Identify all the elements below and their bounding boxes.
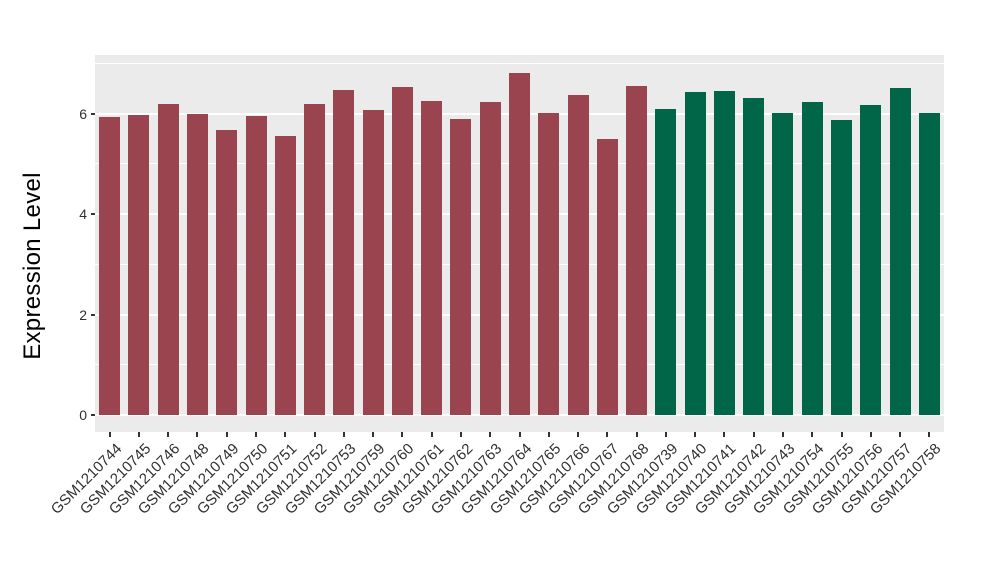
x-axis-tick [313,432,316,437]
y-tick-label: 6 [79,105,87,122]
x-axis-tick [489,432,492,437]
x-axis-tick [577,432,580,437]
y-tick-label: 2 [79,306,87,323]
x-axis-tick [840,432,843,437]
x-axis-tick [869,432,872,437]
bar [362,109,384,415]
x-axis-tick [108,432,111,437]
x-axis-tick [694,432,697,437]
bar [655,108,677,415]
bar [860,104,882,415]
bar [596,139,618,415]
x-axis-tick [752,432,755,437]
x-axis-tick [167,432,170,437]
y-axis-title: Expression Level [19,172,46,360]
x-axis-tick [664,432,667,437]
x-axis-tick [284,432,287,437]
x-axis-tick [899,432,902,437]
x-axis-tick [372,432,375,437]
bar [801,101,823,415]
bar [567,95,589,415]
x-axis-tick [255,432,258,437]
bar [421,100,443,415]
y-tick-label: 0 [79,406,87,423]
x-axis-tick [225,432,228,437]
bar [509,72,530,415]
bar [450,118,472,415]
bar [831,119,853,415]
bar [538,113,560,415]
y-axis-tick [91,413,95,416]
bar [186,114,208,415]
y-axis-tick [91,313,95,316]
bar [479,101,501,415]
bar [245,116,267,415]
bar [889,87,911,415]
plot-panel [95,55,944,432]
x-axis-tick [430,432,433,437]
bar [391,87,413,415]
x-axis-tick [606,432,609,437]
bar [128,115,150,415]
bar [772,112,794,415]
bar [216,129,238,415]
x-axis-tick [196,432,199,437]
x-axis-tick [928,432,931,437]
x-axis-tick [401,432,404,437]
bar [918,112,940,415]
x-axis-tick [459,432,462,437]
bar [684,91,706,415]
x-axis-tick [547,432,550,437]
bar [274,136,296,415]
y-axis-tick [91,112,95,115]
x-axis-tick [342,432,345,437]
y-minor-gridline [95,63,944,65]
y-axis-tick [91,213,95,216]
x-axis-tick [635,432,638,437]
bar [626,85,648,415]
y-tick-label: 4 [79,206,87,223]
x-axis-tick [723,432,726,437]
bar [304,104,326,415]
x-axis-tick [781,432,784,437]
bar [99,117,121,415]
bar [713,90,735,415]
x-axis-tick [811,432,814,437]
x-axis-tick [137,432,140,437]
x-axis-tick [518,432,521,437]
y-major-gridline [95,413,944,416]
bar [743,97,765,415]
bar [333,90,355,415]
bar [157,104,179,415]
